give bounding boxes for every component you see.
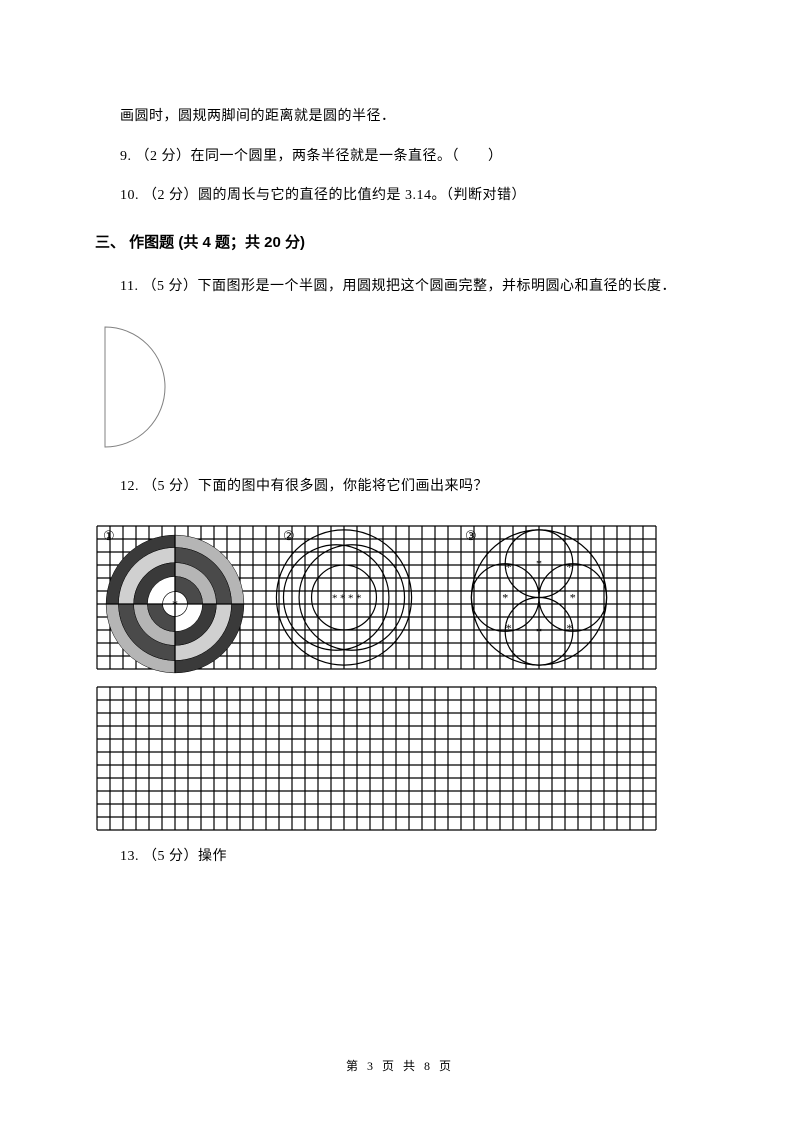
page-footer: 第 3 页 共 8 页 [0, 1057, 800, 1074]
svg-text:②: ② [283, 528, 295, 543]
section-title-3: 三、 作图题 (共 4 题；共 20 分) [95, 231, 705, 252]
svg-text:*: * [332, 592, 338, 604]
svg-text:*: * [506, 560, 512, 574]
grid-svg: ①②③************* [95, 524, 658, 832]
svg-text:*: * [172, 597, 178, 611]
semicircle-figure [95, 309, 705, 470]
svg-text:①: ① [103, 528, 115, 543]
svg-text:*: * [566, 560, 572, 574]
question-13: 13. （5 分）操作 [95, 840, 705, 874]
svg-text:*: * [340, 592, 346, 604]
svg-text:③: ③ [465, 528, 477, 543]
question-12: 12. （5 分）下面的图中有很多圆，你能将它们画出来吗？ [95, 470, 705, 504]
question-11: 11. （5 分）下面图形是一个半圆，用圆规把这个圆画完整，并标明圆心和直径的长… [95, 270, 705, 304]
svg-text:*: * [356, 592, 362, 604]
question-9: 9. （2 分）在同一个圆里，两条半径就是一条直径。（ ） [95, 140, 705, 174]
svg-text:*: * [566, 621, 572, 635]
grid-figure: ①②③************* [95, 510, 705, 840]
svg-text:*: * [506, 621, 512, 635]
svg-text:*: * [536, 557, 542, 571]
question-10: 10. （2 分）圆的周长与它的直径的比值约是 3.14。（判断对错） [95, 179, 705, 213]
svg-text:*: * [570, 590, 576, 604]
svg-text:*: * [502, 590, 508, 604]
semicircle-svg [95, 321, 195, 453]
svg-text:*: * [348, 592, 354, 604]
svg-text:*: * [536, 624, 542, 638]
intro-line: 画圆时，圆规两脚间的距离就是圆的半径． [95, 100, 705, 134]
